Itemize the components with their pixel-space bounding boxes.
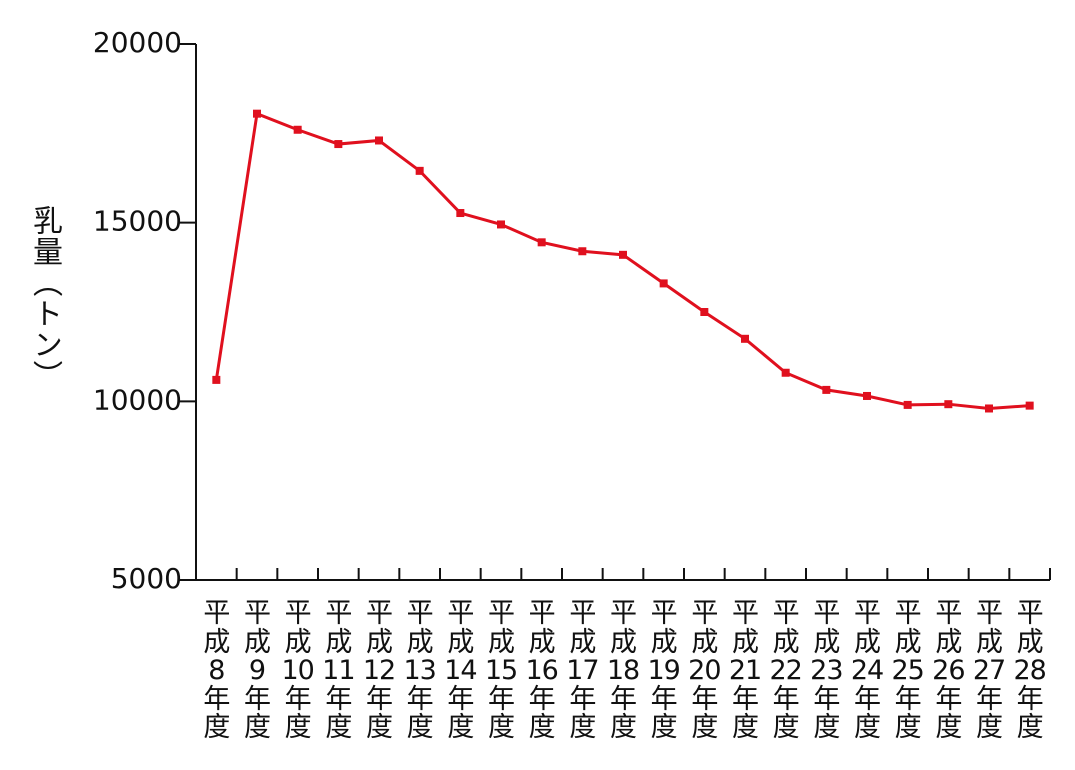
x-tick-label: 平成 25 年度: [891, 598, 924, 743]
x-tick-label: 平成 10 年度: [281, 598, 314, 743]
data-point: [741, 334, 749, 343]
y-tick-label: 20000: [93, 26, 182, 59]
y-tick-label: 5000: [111, 562, 182, 595]
data-point: [781, 368, 790, 377]
x-tick-label: 平成 20 年度: [688, 598, 721, 743]
y-tick-label: 15000: [93, 205, 182, 238]
y-axis-label: 乳量（トン）: [27, 205, 62, 391]
data-point: [456, 209, 465, 218]
x-tick-label: 平成 28 年度: [1013, 598, 1046, 743]
x-tick-label: 平成 22 年度: [769, 598, 802, 743]
data-point: [985, 404, 993, 413]
data-line: [214, 111, 1030, 410]
x-tick-label: 平成 11 年度: [322, 598, 355, 743]
x-tick-label: 平成 14 年度: [444, 598, 477, 743]
data-point: [497, 220, 505, 229]
x-tick-label: 平成 15 年度: [484, 598, 518, 743]
data-point: [212, 375, 221, 384]
x-tick-label: 平成 23 年度: [810, 598, 843, 743]
data-point: [822, 385, 831, 394]
data-point: [375, 136, 383, 145]
y-tick-label: 10000: [93, 383, 182, 416]
x-tick-label: 平成 12 年度: [362, 598, 396, 743]
data-point: [578, 247, 587, 256]
data-point: [619, 250, 627, 259]
data-point: [659, 279, 668, 288]
x-tick-label: 平成 18 年度: [606, 598, 640, 743]
data-point: [293, 125, 302, 134]
data-point: [944, 400, 953, 409]
data-point: [700, 308, 709, 316]
x-tick-label: 平成 24 年度: [850, 598, 884, 743]
data-point: [334, 140, 343, 149]
x-tick-label: 平成 13 年度: [403, 598, 436, 743]
data-point: [253, 109, 261, 118]
x-tick-label: 平成 17 年度: [566, 598, 599, 743]
x-tick-label: 平成 27 年度: [972, 598, 1006, 743]
x-tick-label: 平成 26 年度: [932, 598, 965, 743]
x-tick-label: 平成 19 年度: [647, 598, 680, 743]
data-point: [863, 391, 871, 400]
data-point: [415, 166, 424, 175]
x-tick-label: 平成 16 年度: [525, 598, 558, 743]
data-point: [1025, 401, 1034, 410]
data-point: [537, 238, 546, 247]
x-tick-label: 平成 21 年度: [728, 598, 762, 743]
data-point: [903, 400, 912, 409]
